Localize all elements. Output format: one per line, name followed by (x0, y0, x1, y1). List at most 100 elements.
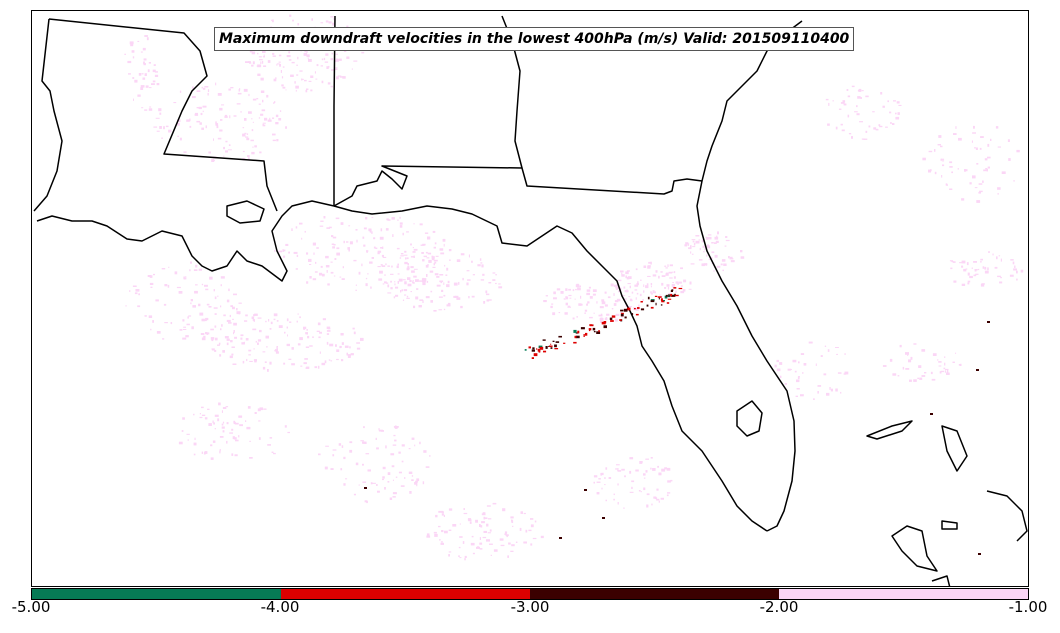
weak-downdraft-speck (348, 249, 350, 252)
weak-downdraft-speck (584, 309, 588, 312)
weak-downdraft-speck (577, 287, 581, 291)
weak-downdraft-speck (921, 375, 926, 377)
weak-downdraft-speck (362, 442, 365, 444)
weak-downdraft-speck (256, 65, 260, 67)
weak-downdraft-speck (135, 289, 140, 292)
weak-downdraft-speck (967, 282, 970, 285)
weak-downdraft-speck (398, 278, 403, 282)
weak-downdraft-speck (319, 272, 323, 276)
weak-downdraft-speck (224, 116, 228, 118)
weak-downdraft-speck (262, 50, 266, 53)
weak-downdraft-speck (229, 314, 231, 318)
ms-al-border (48, 18, 278, 212)
weak-downdraft-speck (248, 349, 252, 352)
weak-downdraft-speck (303, 326, 307, 330)
la-ms-border (33, 18, 63, 212)
weak-downdraft-speck (399, 222, 403, 225)
strong-downdraft-speck (640, 308, 645, 311)
weak-downdraft-speck (330, 261, 333, 263)
weak-downdraft-speck (699, 247, 701, 251)
weak-downdraft-speck (705, 263, 707, 266)
weak-downdraft-speck (242, 133, 246, 137)
weak-downdraft-speck (332, 246, 335, 249)
weak-downdraft-speck (358, 484, 360, 486)
weak-downdraft-speck (983, 169, 987, 172)
weak-downdraft-speck (667, 492, 671, 494)
weak-downdraft-speck (689, 281, 692, 285)
weak-downdraft-speck (411, 479, 414, 481)
weak-downdraft-speck (592, 289, 597, 292)
weak-downdraft-speck (321, 58, 324, 61)
weak-downdraft-speck (202, 110, 204, 113)
weak-downdraft-speck (412, 251, 416, 253)
weak-downdraft-speck (316, 330, 320, 332)
weak-downdraft-speck (222, 350, 225, 353)
weak-downdraft-speck (448, 249, 452, 252)
weak-downdraft-speck (938, 361, 942, 363)
weak-downdraft-speck (841, 129, 845, 132)
weak-downdraft-speck (225, 150, 228, 153)
weak-downdraft-speck (990, 138, 992, 141)
weak-downdraft-speck (601, 301, 606, 305)
weak-downdraft-speck (193, 413, 195, 416)
weak-downdraft-speck (463, 512, 468, 515)
weak-downdraft-speck (825, 98, 829, 101)
weak-downdraft-speck (291, 61, 295, 64)
weak-downdraft-speck (202, 87, 206, 90)
weak-downdraft-speck (426, 533, 430, 537)
weak-downdraft-speck (314, 271, 318, 273)
weak-downdraft-speck (932, 353, 937, 356)
weak-downdraft-speck (713, 270, 715, 272)
florida-gulf-coast (333, 205, 768, 532)
weak-downdraft-speck (365, 283, 368, 287)
lake-okeechobee (736, 400, 763, 437)
weak-downdraft-speck (558, 312, 561, 314)
weak-downdraft-speck (276, 346, 278, 348)
weak-downdraft-speck (254, 313, 258, 316)
weak-downdraft-speck (406, 295, 409, 298)
weak-downdraft-speck (941, 160, 945, 162)
weak-downdraft-speck (846, 89, 849, 91)
weak-downdraft-speck (434, 242, 437, 245)
weak-downdraft-speck (682, 289, 686, 292)
weak-downdraft-speck (322, 273, 325, 277)
weak-downdraft-speck (277, 63, 280, 65)
weak-downdraft-speck (281, 76, 284, 79)
weak-downdraft-speck (234, 422, 239, 425)
weak-downdraft-speck (980, 258, 983, 261)
weak-downdraft-speck (701, 263, 705, 267)
weak-downdraft-speck (208, 306, 212, 308)
weak-downdraft-speck (257, 408, 261, 412)
weak-downdraft-speck (418, 305, 422, 308)
weak-downdraft-speck (217, 418, 220, 422)
weak-downdraft-speck (199, 122, 202, 125)
weak-downdraft-speck (226, 338, 230, 341)
weak-downdraft-speck (413, 223, 415, 225)
weak-downdraft-speck (232, 363, 237, 365)
weak-downdraft-speck (615, 468, 617, 470)
weak-downdraft-speck (137, 40, 140, 42)
weak-downdraft-speck (211, 338, 214, 342)
weak-downdraft-speck (391, 273, 394, 275)
weak-downdraft-speck (156, 83, 160, 86)
weak-downdraft-speck (276, 320, 279, 322)
weak-downdraft-speck (325, 20, 329, 23)
weak-downdraft-speck (343, 240, 345, 244)
weak-downdraft-speck (404, 294, 407, 296)
weak-downdraft-speck (185, 276, 187, 279)
weak-downdraft-speck (934, 149, 936, 152)
weak-downdraft-speck (621, 316, 623, 318)
weak-downdraft-speck (1010, 259, 1014, 261)
weak-downdraft-speck (128, 73, 131, 75)
weak-downdraft-speck (887, 100, 889, 103)
weak-downdraft-speck (410, 243, 412, 246)
weak-downdraft-speck (207, 92, 209, 96)
weak-downdraft-speck (367, 273, 369, 275)
weak-downdraft-speck (305, 332, 308, 335)
weak-downdraft-speck (263, 408, 267, 410)
weak-downdraft-speck (339, 345, 342, 349)
weak-downdraft-speck (382, 256, 387, 258)
weak-downdraft-speck (967, 280, 971, 283)
weak-downdraft-speck (176, 286, 181, 289)
weak-downdraft-speck (965, 268, 968, 270)
